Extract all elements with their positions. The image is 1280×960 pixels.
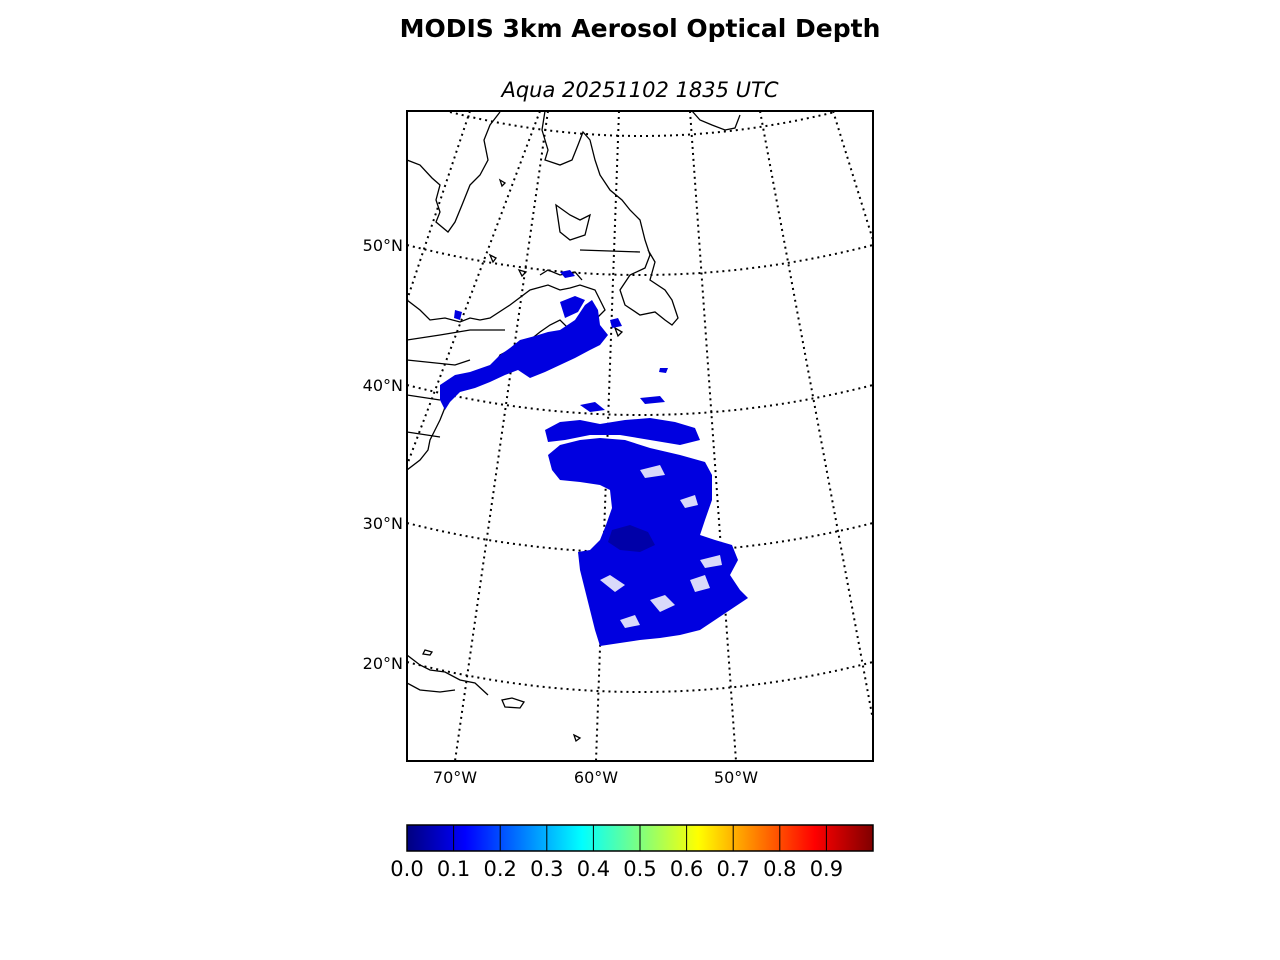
meridian-80w (407, 111, 541, 466)
lesser-antilles (572, 733, 582, 743)
map-area (407, 0, 873, 761)
meridian-50w (689, 111, 737, 761)
parallel-60n (407, 0, 873, 41)
aod-gap-6 (620, 615, 640, 628)
quebec-labrador-border (579, 249, 641, 253)
lon-label-50w: 50°W (714, 768, 758, 787)
aod-scattered-north (545, 418, 700, 445)
meridian-60w (595, 111, 620, 761)
colorbar-tick-label: 0.2 (483, 857, 516, 881)
parallel-55n (449, 111, 836, 137)
meridian-40w (759, 111, 873, 721)
state-border-2 (407, 394, 441, 401)
aod-overlay-dense (608, 525, 655, 552)
labrador-inlet (555, 203, 591, 241)
aod-cell-5 (560, 270, 575, 278)
lat-label-50n: 50°N (363, 236, 403, 255)
map-frame (406, 110, 874, 762)
island-1 (498, 178, 507, 188)
parallel-50n (407, 244, 873, 276)
colorbar: 0.0 0.1 0.2 0.3 0.4 0.5 0.6 0.7 0.8 0.9 (390, 824, 874, 881)
aod-gap-2 (650, 595, 675, 612)
colorbar-tick-label: 0.0 (390, 857, 423, 881)
meridian-70w (454, 111, 549, 761)
aod-cell-4 (659, 368, 668, 373)
cuba-south (407, 682, 456, 693)
coastlines (407, 111, 741, 743)
bahamas (422, 649, 434, 656)
greenland-coast (691, 111, 741, 131)
lat-label-30n: 30°N (363, 514, 403, 533)
us-canada-border (407, 329, 505, 341)
parallel-40n (407, 384, 873, 416)
lon-label-70w: 70°W (433, 768, 477, 787)
aod-cell-6 (610, 318, 622, 328)
figure-subtitle: Aqua 20251102 1835 UTC (501, 78, 779, 102)
sable-island (613, 326, 624, 338)
aod-cell-3 (454, 310, 462, 320)
colorbar-tick-label: 0.8 (763, 857, 796, 881)
colorbar-tick-label: 0.7 (716, 857, 749, 881)
graticule-meridians (407, 111, 873, 761)
island-3 (517, 268, 528, 278)
aod-nova-scotia (560, 296, 585, 318)
state-border-1 (407, 359, 471, 366)
figure-title: MODIS 3km Aerosol Optical Depth (399, 14, 881, 43)
aod-cell-2 (640, 396, 665, 404)
colorbar-tick-label: 0.3 (530, 857, 563, 881)
island-2 (488, 253, 497, 264)
puerto-rico (501, 697, 526, 709)
parallel-20n (407, 661, 873, 693)
colorbar-tick-label: 0.6 (670, 857, 703, 881)
longitude-labels: 70°W 60°W 50°W (433, 768, 758, 787)
colorbar-tick-label: 0.4 (577, 857, 610, 881)
aod-gap-5 (700, 555, 722, 568)
lon-label-60w: 60°W (574, 768, 618, 787)
colorbar-tick-label: 0.1 (437, 857, 470, 881)
aod-gap-7 (680, 495, 698, 508)
hudson-bay-coast (407, 111, 501, 233)
colorbar-tick-labels: 0.0 0.1 0.2 0.3 0.4 0.5 0.6 0.7 0.8 0.9 (390, 857, 843, 881)
aod-gap-3 (690, 575, 710, 592)
aod-dense-core (608, 525, 655, 552)
aod-coastal-band (440, 300, 608, 410)
anticosti (539, 269, 583, 281)
aod-cell-1 (580, 402, 605, 412)
colorbar-frame (406, 824, 874, 852)
cuba-coast (407, 654, 489, 696)
latitude-labels: 50°N 40°N 30°N 20°N (363, 236, 403, 673)
lat-label-20n: 20°N (363, 654, 403, 673)
colorbar-tick-label: 0.9 (810, 857, 843, 881)
aod-overlay-speckle (600, 465, 722, 628)
aod-gap-4 (640, 465, 665, 478)
state-border-3 (407, 431, 441, 438)
aod-gap-1 (600, 575, 625, 592)
lat-label-40n: 40°N (363, 376, 403, 395)
meridian-30w (832, 111, 873, 241)
colorbar-tick-label: 0.5 (623, 857, 656, 881)
labrador-newfoundland-coast (541, 111, 679, 326)
